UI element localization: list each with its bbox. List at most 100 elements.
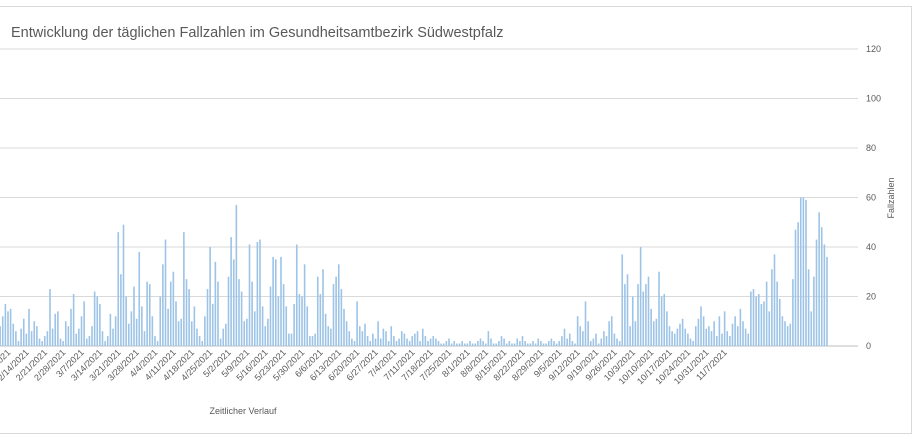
bar: [243, 321, 246, 346]
bar: [529, 343, 532, 346]
bar: [802, 197, 805, 346]
bar: [498, 341, 500, 346]
bar: [288, 333, 290, 347]
bar: [757, 294, 760, 346]
bar: [458, 343, 461, 346]
bar: [750, 291, 752, 346]
bar: [198, 336, 201, 346]
bar: [246, 318, 248, 346]
bar: [692, 341, 694, 346]
bar: [109, 313, 112, 346]
bar: [432, 336, 435, 346]
bar: [592, 338, 595, 346]
bar: [671, 331, 673, 346]
bar: [80, 316, 83, 346]
bar: [169, 281, 172, 346]
bar: [345, 321, 348, 346]
bar: [351, 338, 353, 346]
bar: [379, 338, 382, 346]
bar: [713, 321, 715, 346]
bar: [763, 301, 765, 346]
bar: [595, 333, 597, 347]
bar: [687, 333, 689, 347]
bar: [582, 331, 584, 346]
bar: [393, 336, 395, 346]
bar: [277, 296, 280, 346]
bar: [295, 244, 298, 346]
bar: [600, 338, 603, 346]
bar: [356, 301, 358, 346]
bar: [204, 316, 206, 346]
bar: [794, 229, 797, 346]
bar: [196, 328, 198, 346]
bar: [382, 328, 385, 346]
bar: [151, 316, 154, 346]
bar: [117, 232, 120, 346]
bar: [771, 269, 773, 346]
bar: [340, 289, 343, 346]
bar: [172, 271, 175, 346]
bar: [240, 291, 243, 346]
bar: [28, 308, 30, 347]
bar: [561, 336, 563, 346]
bar: [482, 341, 484, 346]
bar: [343, 308, 345, 347]
bar: [251, 281, 253, 346]
bar: [574, 343, 576, 346]
bar: [261, 306, 264, 346]
bar: [608, 321, 610, 346]
bar: [702, 316, 705, 346]
bar: [513, 343, 516, 346]
bar: [316, 276, 319, 346]
bar: [130, 311, 133, 346]
y-tick-label: 100: [866, 94, 881, 104]
bar: [519, 341, 521, 346]
bar: [272, 256, 274, 346]
bar: [823, 244, 826, 346]
bar: [280, 256, 282, 346]
bar: [30, 331, 33, 346]
bar: [4, 303, 7, 346]
bar: [778, 298, 781, 346]
x-axis-ticks: 2/7/20212/14/20212/21/20212/28/20213/7/2…: [0, 347, 729, 386]
bar: [558, 341, 561, 346]
bar: [532, 341, 534, 346]
bar: [550, 338, 553, 346]
bar: [571, 341, 574, 346]
bar: [492, 343, 495, 346]
bar: [154, 336, 156, 346]
bar: [127, 323, 130, 346]
bar: [466, 343, 469, 346]
bar: [88, 336, 91, 346]
bar: [177, 321, 180, 346]
bar: [366, 336, 369, 346]
bar: [93, 291, 96, 346]
bar: [718, 316, 721, 346]
bar: [332, 284, 335, 347]
bar: [689, 338, 692, 346]
bar: [353, 341, 356, 346]
bar: [309, 336, 311, 346]
bar: [616, 338, 618, 346]
bar: [400, 331, 403, 346]
bar: [104, 341, 106, 346]
bar: [456, 343, 458, 346]
bar: [723, 311, 726, 346]
bar: [603, 331, 605, 346]
bar: [267, 318, 269, 346]
bar: [773, 254, 776, 346]
bar: [285, 306, 288, 346]
bar: [122, 224, 125, 346]
bar: [38, 338, 41, 346]
bar: [101, 331, 104, 346]
bar: [655, 318, 658, 346]
bar: [647, 276, 650, 346]
bar: [445, 341, 448, 346]
bar: [792, 279, 794, 346]
bar: [219, 338, 222, 346]
bar: [112, 328, 114, 346]
bar: [298, 294, 301, 346]
y-tick-label: 0: [866, 341, 871, 351]
y-tick-label: 40: [866, 242, 876, 252]
bar: [54, 313, 57, 346]
